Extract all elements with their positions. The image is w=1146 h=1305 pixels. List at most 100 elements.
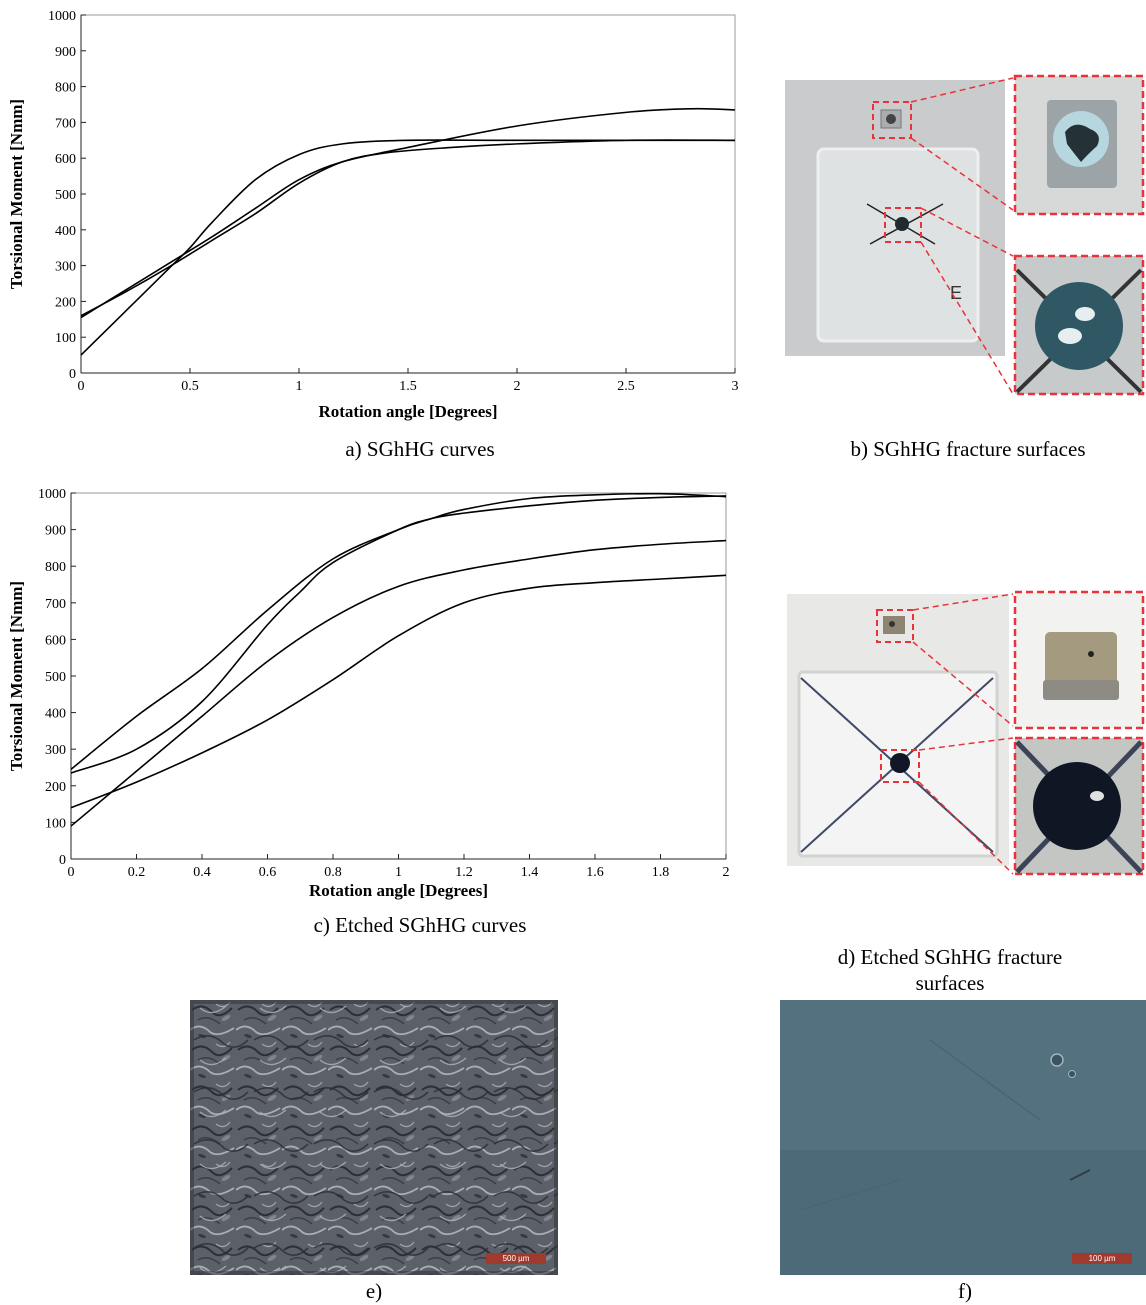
scale-bar-e-label: 500 µm xyxy=(503,1254,530,1263)
y-tick-label: 700 xyxy=(45,597,66,612)
scale-bar-f-label: 100 µm xyxy=(1089,1254,1116,1263)
inset-d-fracture-disc xyxy=(1033,762,1121,850)
zoom-leader-d xyxy=(918,781,1014,875)
scale-bar-f xyxy=(1072,1253,1132,1264)
x-tick-label: 1.2 xyxy=(455,865,473,880)
inset-d-specimen xyxy=(1045,632,1117,692)
inset-b-fracture xyxy=(1065,124,1099,162)
x-tick-label: 0.2 xyxy=(128,865,146,880)
x-tick-label: 3 xyxy=(732,379,739,394)
x-tick-label: 2.5 xyxy=(617,379,635,394)
x-tick-label: 2 xyxy=(514,379,521,394)
micrograph-f-bubble xyxy=(1050,1053,1064,1067)
photo-b-fracture-spot xyxy=(895,217,909,231)
inset-d-specimen-base xyxy=(1043,680,1119,700)
chart-a: 0 0.5 1 1.5 2 2.5 3 0 100 200 300 400 500 600 700 800 90… xyxy=(7,9,739,421)
caption-d-line2: surfaces xyxy=(915,971,985,995)
zoom-leader-b xyxy=(920,207,1014,257)
micrograph-f: 100 µm xyxy=(780,1000,1146,1275)
x-tick-label: 1.6 xyxy=(586,865,604,880)
y-tick-label: 100 xyxy=(45,816,66,831)
photo-b-mark: E xyxy=(950,283,962,303)
photo-b-specimen-spot xyxy=(886,114,896,124)
x-tick-label: 1.5 xyxy=(399,379,417,394)
y-tick-label: 1000 xyxy=(48,9,76,24)
micrograph-f-scratch xyxy=(1069,1169,1091,1181)
inset-d-fracture-mark xyxy=(1088,651,1094,657)
x-tick-label: 0 xyxy=(68,865,75,880)
x-tick-label: 0.6 xyxy=(259,865,277,880)
y-tick-label: 700 xyxy=(55,116,76,131)
fracture-photo-d xyxy=(787,590,1145,876)
inset-b-bare-area xyxy=(1075,307,1095,321)
inset-b-fracture-disc xyxy=(1035,282,1123,370)
y-tick-label: 500 xyxy=(45,670,66,685)
zoom-leader-b xyxy=(910,137,1014,211)
series-line-2 xyxy=(80,139,735,356)
y-tick-label: 200 xyxy=(55,295,76,310)
y-tick-label: 0 xyxy=(69,367,76,382)
x-tick-label: 0 xyxy=(78,379,85,394)
zoom-box-main-d xyxy=(880,749,920,783)
y-tick-label: 800 xyxy=(55,81,76,96)
series-line-3 xyxy=(80,107,736,319)
x-tick-label: 2 xyxy=(723,865,730,880)
micrograph-e: 500 µm xyxy=(190,1000,558,1275)
y-tick-label: 200 xyxy=(45,780,66,795)
micrograph-f-scratch xyxy=(799,1179,901,1211)
y-tick-label: 300 xyxy=(55,260,76,275)
chart-c: 0 0.2 0.4 0.6 0.8 1 1.2 1.4 1.6 1.8 2 0 100 200 300 400… xyxy=(7,487,730,900)
series-line-2 xyxy=(70,495,727,774)
y-tick-label: 500 xyxy=(55,188,76,203)
photo-d-specimen-spot xyxy=(889,621,895,627)
zoom-box-small-b xyxy=(872,101,912,139)
caption-b: b) SGhHG fracture surfaces xyxy=(850,437,1086,461)
caption-d: d) Etched SGhHG fracture surfaces xyxy=(760,944,1140,996)
micrograph-f-scratch xyxy=(929,1039,1041,1121)
photo-d-fracture-spot xyxy=(890,753,910,773)
inset-b-bare-area xyxy=(1058,328,1082,344)
zoom-leader-d xyxy=(912,593,1014,611)
inset-d-bare-area xyxy=(1090,791,1104,801)
x-tick-label: 0.4 xyxy=(193,865,211,880)
zoom-leader-d xyxy=(912,641,1014,727)
scale-bar-e xyxy=(486,1253,546,1264)
x-tick-label: 0.5 xyxy=(181,379,199,394)
y-tick-label: 300 xyxy=(45,743,66,758)
y-tick-label: 900 xyxy=(55,45,76,60)
series-line-3 xyxy=(70,539,727,827)
plot-frame xyxy=(70,492,727,860)
series-line-4 xyxy=(70,574,727,809)
x-axis-label: Rotation angle [Degrees] xyxy=(309,881,488,900)
micrograph-e-surface-overlay xyxy=(190,1000,558,1275)
caption-e: e) xyxy=(365,1279,383,1303)
y-tick-label: 100 xyxy=(55,331,76,346)
y-tick-label: 600 xyxy=(45,633,66,648)
x-tick-label: 1.4 xyxy=(521,865,539,880)
zoom-box-main-b xyxy=(884,207,922,243)
y-axis-label: Torsional Moment [Nmm] xyxy=(7,99,26,289)
y-tick-label: 800 xyxy=(45,560,66,575)
y-tick-label: 900 xyxy=(45,524,66,539)
zoom-box-small-d xyxy=(876,609,914,643)
y-tick-label: 1000 xyxy=(38,487,66,502)
y-axis-label: Torsional Moment [Nmm] xyxy=(7,581,26,771)
y-tick-label: 600 xyxy=(55,152,76,167)
x-tick-label: 1.8 xyxy=(652,865,670,880)
caption-c: c) Etched SGhHG curves xyxy=(313,913,527,937)
series-line-1 xyxy=(80,139,736,317)
y-tick-label: 0 xyxy=(59,853,66,868)
micrograph-f-bubble xyxy=(1068,1070,1076,1078)
y-tick-label: 400 xyxy=(55,224,76,239)
photo-b-glass-block xyxy=(816,147,980,343)
caption-f: f) xyxy=(958,1279,972,1303)
x-axis-label: Rotation angle [Degrees] xyxy=(318,402,497,421)
zoom-leader-d xyxy=(918,737,1014,751)
plot-frame xyxy=(80,14,736,374)
y-tick-label: 400 xyxy=(45,707,66,722)
caption-a: a) SGhHG curves xyxy=(345,437,495,461)
x-tick-label: 1 xyxy=(395,865,402,880)
x-tick-label: 1 xyxy=(296,379,303,394)
caption-d-line1: d) Etched SGhHG fracture xyxy=(837,945,1063,969)
x-tick-label: 0.8 xyxy=(324,865,342,880)
